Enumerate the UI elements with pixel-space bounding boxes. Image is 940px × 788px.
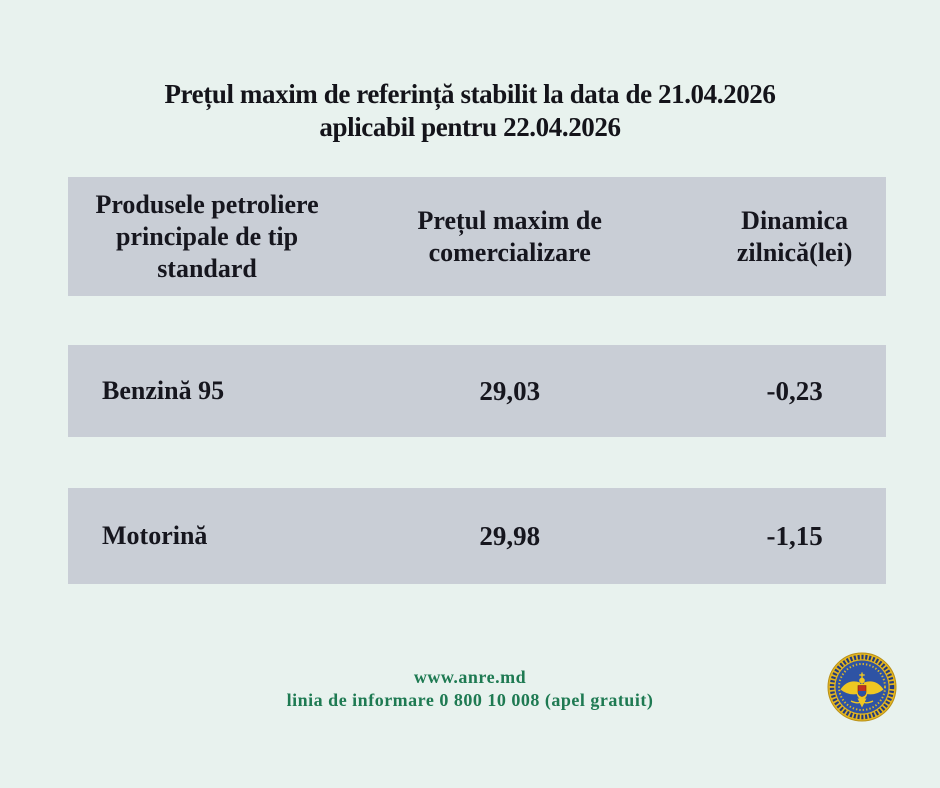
daily-dynamic-value: -1,15 — [766, 521, 823, 551]
table-header-row: Produsele petroliere principale de tip s… — [68, 177, 886, 296]
title-line-2: aplicabil pentru 22.04.2026 — [319, 112, 621, 142]
max-price-value: 29,98 — [479, 521, 541, 551]
website-url: www.anre.md — [413, 667, 527, 687]
table-row: Benzină 95 29,03 -0,23 — [68, 345, 886, 437]
max-price-value: 29,03 — [479, 376, 541, 406]
info-phone-line: linia de informare 0 800 10 008 (apel gr… — [286, 690, 654, 710]
page-title: Prețul maxim de referință stabilit la da… — [0, 78, 940, 144]
product-name: Benzină 95 — [102, 376, 225, 405]
product-name: Motorină — [102, 521, 208, 550]
title-line-1: Prețul maxim de referință stabilit la da… — [164, 79, 776, 109]
header-daily-dynamic: Dinamica zilnică(lei) — [736, 205, 853, 267]
footer: www.anre.md linia de informare 0 800 10 … — [0, 666, 940, 712]
header-max-price: Prețul maxim de comercializare — [417, 205, 602, 267]
header-products: Produsele petroliere principale de tip s… — [95, 189, 319, 283]
daily-dynamic-value: -0,23 — [766, 376, 823, 406]
anre-logo — [827, 652, 897, 722]
moldova-coat-of-arms-icon — [827, 652, 897, 722]
table-row: Motorină 29,98 -1,15 — [68, 488, 886, 584]
